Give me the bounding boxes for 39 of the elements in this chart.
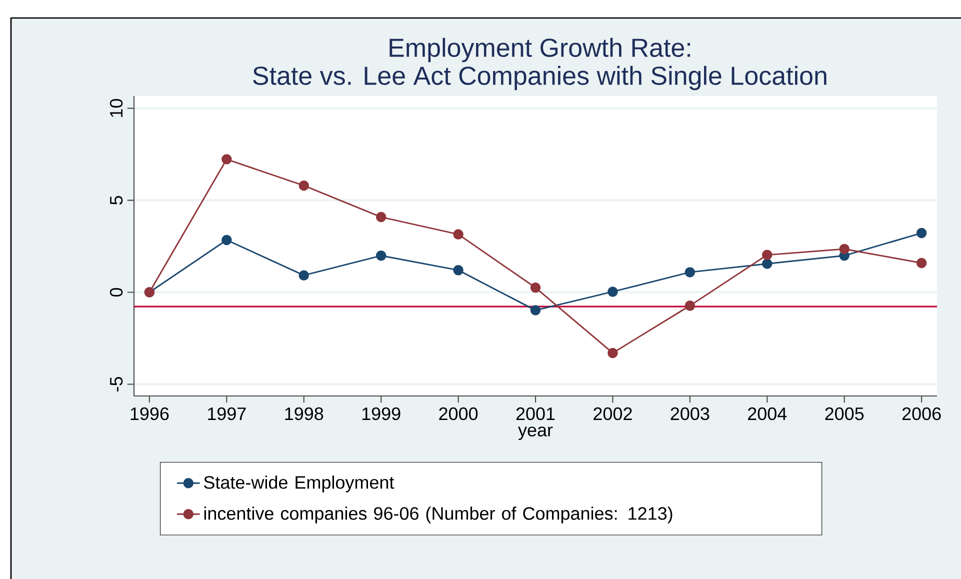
y-tick-label: 5 — [110, 196, 123, 205]
point — [453, 265, 464, 276]
point — [376, 212, 386, 222]
x-tick-label: 1998 — [285, 407, 324, 420]
x-tick-label: 2003 — [670, 407, 710, 420]
x-axis-title: year — [518, 426, 553, 440]
point — [762, 250, 772, 260]
point — [684, 300, 696, 311]
point — [839, 244, 850, 254]
x-tick-label: 2006 — [902, 407, 941, 420]
y-tick-label: -5 — [110, 376, 123, 392]
x-tick-label: 2002 — [594, 407, 632, 420]
chart-title: Employment Growth Rate: — [390, 38, 690, 62]
point — [453, 229, 464, 240]
point — [376, 250, 386, 261]
x-tick-label: 2000 — [439, 407, 478, 420]
point — [222, 234, 232, 246]
legend-label: State-wide Employment — [204, 476, 394, 492]
x-tick-label: 2005 — [825, 407, 864, 420]
x-tick-label: 1999 — [362, 407, 400, 420]
point — [298, 180, 309, 191]
chart-subtitle: State vs. Lee Act Companies with Single Location — [253, 66, 826, 90]
point — [916, 228, 927, 238]
point — [530, 282, 541, 293]
point — [530, 305, 541, 316]
point — [222, 154, 232, 164]
point — [298, 270, 309, 280]
legend-label: incentive companies 96-06 (Number of Companies: 1213) — [204, 506, 672, 524]
y-tick-label: 10 — [110, 99, 123, 117]
x-tick-label: 1997 — [208, 407, 246, 420]
x-tick-label: 1996 — [130, 407, 169, 420]
x-tick-label: 2001 — [516, 407, 555, 420]
point — [684, 267, 696, 278]
x-tick-label: 2004 — [748, 407, 787, 420]
y-tick-label: 0 — [110, 288, 123, 297]
point — [916, 258, 927, 268]
point — [762, 258, 772, 269]
point — [608, 286, 618, 297]
point — [608, 348, 618, 358]
